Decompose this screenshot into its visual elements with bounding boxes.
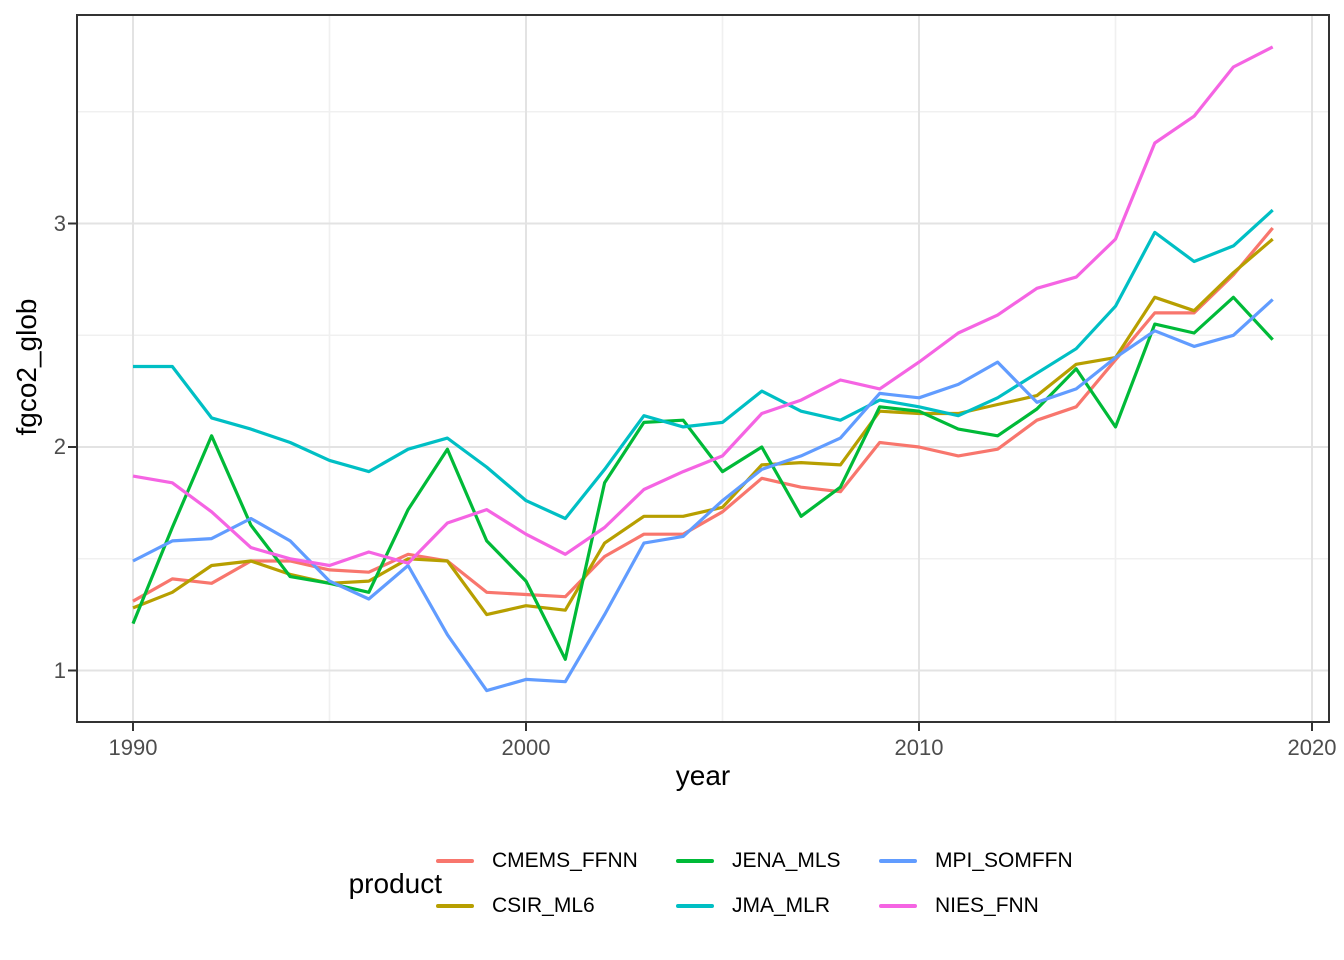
x-tick-label: 2010 xyxy=(894,735,944,760)
series-line-JMA_MLR xyxy=(133,208,1274,521)
y-tick-label: 3 xyxy=(53,210,66,236)
y-tick-label: 1 xyxy=(53,657,66,683)
y-tick-label: 2 xyxy=(53,434,66,459)
x-tick-label: 2000 xyxy=(501,735,551,760)
x-axis-title: year xyxy=(675,760,731,791)
series-line-NIES_FNN xyxy=(132,45,1274,568)
x-tick-label: 2020 xyxy=(1287,735,1337,760)
series-line-CMEMS_FFNN xyxy=(132,226,1274,603)
series-line-JENA_MLS xyxy=(131,295,1274,661)
series-line-MPI_SOMFFN xyxy=(132,298,1274,693)
x-tick-label: 1990 xyxy=(108,735,158,760)
y-axis-title: fgco2_glob xyxy=(11,298,42,436)
